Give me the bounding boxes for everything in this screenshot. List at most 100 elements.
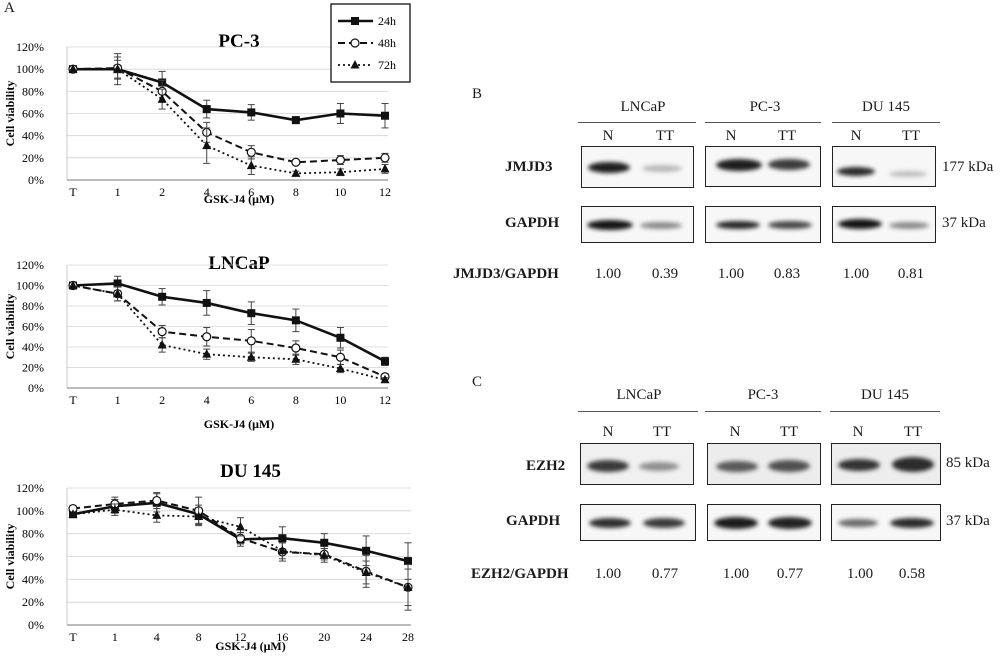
chart-2-xtick-label: 2 <box>159 393 165 407</box>
band <box>716 221 760 229</box>
blot-b-ratio-value: 1.00 <box>594 266 622 282</box>
blot-b-gapdh-pc3-box <box>705 206 821 243</box>
chart-1-xtick-label: 2 <box>159 185 165 199</box>
band <box>892 457 934 472</box>
chart-2-48h-point <box>335 352 346 362</box>
chart-3-24h-point <box>362 546 371 555</box>
blot-c-gapdh-pc3-box <box>707 504 821 541</box>
chart-3-ytick-label: 0% <box>28 618 44 632</box>
chart-1-24h-point <box>291 116 300 125</box>
chart-3-ytick-label: 20% <box>22 595 44 609</box>
blot-c-ratio-value: 0.77 <box>651 566 679 582</box>
blot-b-underline-du145 <box>832 122 940 123</box>
chart-2-ytick-label: 80% <box>22 299 44 313</box>
chart-2-xtick-label: 10 <box>334 393 346 407</box>
chart-3-72h-point <box>152 510 162 519</box>
legend-label: 72h <box>378 58 396 72</box>
chart-2-xtick-label: 6 <box>248 393 254 407</box>
chart-1-24h-point <box>247 108 256 117</box>
blot-b-lane-label: TT <box>901 128 921 144</box>
blot-b-ratio-value: 0.83 <box>773 266 801 282</box>
blot-b-lane-label: N <box>850 128 862 144</box>
blot-c-ratio-value: 1.00 <box>722 566 750 582</box>
band <box>640 222 682 229</box>
chart-3-xtick-label: 8 <box>196 630 202 644</box>
band <box>768 221 812 229</box>
chart-2-series-24h <box>72 282 386 363</box>
blot-b-lane-label: TT <box>655 128 675 144</box>
blot-c-underline-lncap <box>578 411 698 412</box>
chart-3-ytick-label: 80% <box>22 527 44 541</box>
chart-2-72h-point <box>68 280 78 289</box>
chart-2-48h-point <box>291 343 301 353</box>
blot-b-protein-gapdh: GAPDH <box>505 215 560 231</box>
chart-1-ytick-label: 80% <box>22 84 44 98</box>
chart-1-ytick-label: 20% <box>22 151 44 165</box>
band <box>768 159 810 170</box>
chart-2-72h-point <box>380 374 390 384</box>
chart-3-xtick-label: 12 <box>235 630 247 644</box>
blot-c-ezh2-pc3-box <box>707 443 821 485</box>
blot-b-gapdh-du145-box <box>832 206 936 243</box>
chart-2-24h-point <box>158 292 167 301</box>
legend-marker-48h <box>350 38 360 48</box>
chart-2-ytick-label: 100% <box>16 279 44 293</box>
blot-b-ratio-value: 0.81 <box>897 266 925 282</box>
chart-2-title: LNCaP <box>208 253 270 274</box>
chart-2-xtick-label: 8 <box>293 393 299 407</box>
blot-b-protein-jmjd3: JMJD3 <box>505 159 553 175</box>
blot-b-jmjd3-lncap-box <box>581 146 694 188</box>
chart-3-title: DU 145 <box>220 461 281 482</box>
chart-2-ylabel: Cell viability <box>3 294 17 360</box>
chart-1-ytick-label: 120% <box>16 40 44 54</box>
chart-3-48h-point <box>152 495 162 506</box>
chart-1-ytick-label: 60% <box>22 107 44 121</box>
chart-2-48h-point <box>202 332 212 342</box>
blot-c-lane-label: TT <box>652 424 672 440</box>
chart-2-24h-point <box>247 309 256 318</box>
chart-2-24h-point <box>336 333 345 342</box>
chart-3-72h-point <box>361 567 371 576</box>
chart-1-72h-point <box>291 168 301 177</box>
chart-1-xtick-label: 12 <box>379 185 391 199</box>
chart-3-24h-point <box>404 557 412 566</box>
chart-3-ytick-label: 40% <box>22 572 44 586</box>
chart-2-ytick-label: 0% <box>28 381 44 395</box>
chart-2-72h-point <box>202 349 212 358</box>
chart-3-xtick-label: 1 <box>112 630 118 644</box>
blot-b-kda-gapdh: 37 kDa <box>942 215 986 231</box>
chart-2-series-48h <box>72 284 386 378</box>
chart-3-24h-point <box>320 538 329 547</box>
blot-b-header-lncap: LNCaP <box>620 99 666 115</box>
panel-label-a: A <box>4 0 15 16</box>
chart-2-72h-point <box>113 288 123 298</box>
blot-b-underline-lncap <box>578 122 696 123</box>
chart-2-72h-point <box>246 352 256 361</box>
blot-c-ratio-value: 1.00 <box>594 566 622 582</box>
blot-c-protein-gapdh: GAPDH <box>506 513 561 529</box>
chart-1-48h-point <box>246 147 256 157</box>
chart-3-72h-point <box>110 504 120 514</box>
band <box>714 517 758 529</box>
chart-3-xtick-label: 16 <box>276 630 288 644</box>
chart-2-xtick-label: T <box>69 393 77 407</box>
chart-1-24h-point <box>381 111 389 120</box>
chart-3-72h-point <box>277 545 287 555</box>
blot-c-kda-gapdh: 37 kDa <box>946 513 990 529</box>
blot-c-protein-ezh2: EZH2 <box>526 458 566 474</box>
legend-marker-24h <box>351 17 359 25</box>
band <box>639 462 679 471</box>
chart-3-72h-point <box>236 521 245 531</box>
chart-2-24h-point <box>202 298 211 307</box>
chart-1-48h-point <box>380 153 390 163</box>
chart-3-72h-point <box>403 582 413 591</box>
blot-b-ratio-value: 1.00 <box>842 266 870 282</box>
chart-1-24h-point <box>336 109 345 118</box>
chart-2-series-72h <box>72 284 386 381</box>
blot-c-ezh2-du145-box <box>831 443 941 485</box>
blot-c-lane-label: N <box>852 424 864 440</box>
chart-2-xtick-label: 4 <box>204 393 210 407</box>
band <box>587 220 633 230</box>
